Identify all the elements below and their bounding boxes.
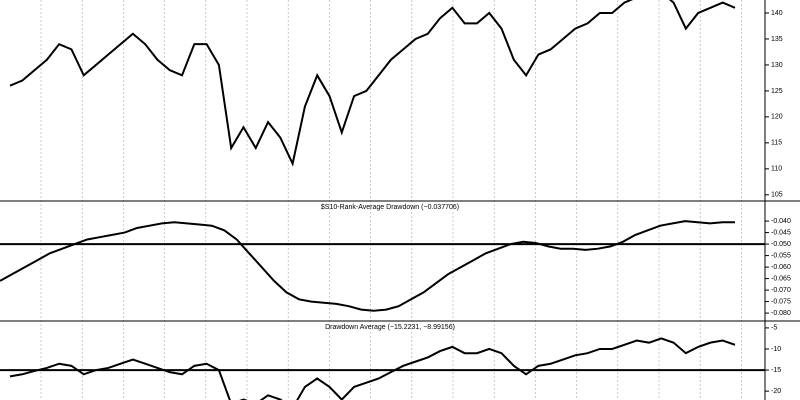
y-tick-label: -0.060 bbox=[771, 264, 791, 271]
y-tick-label: -15 bbox=[771, 367, 781, 374]
y-tick-label: -0.065 bbox=[771, 275, 791, 282]
y-tick-label: -0.050 bbox=[771, 241, 791, 248]
y-tick-label: -0.080 bbox=[771, 310, 791, 317]
y-tick-label: 105 bbox=[771, 192, 783, 199]
y-tick-label: 135 bbox=[771, 36, 783, 43]
y-tick-label: 115 bbox=[771, 140, 782, 147]
panel-title: Drawdown Average (−15.2231, −8.99156) bbox=[325, 324, 455, 331]
y-tick-label: 120 bbox=[771, 114, 783, 121]
y-tick-label: 110 bbox=[771, 166, 782, 173]
y-tick-label: 130 bbox=[771, 62, 783, 69]
series-line bbox=[9, 0, 736, 167]
y-tick-label: -0.055 bbox=[771, 252, 791, 259]
y-tick-label: 125 bbox=[771, 88, 783, 95]
y-tick-label: 140 bbox=[771, 10, 783, 17]
y-tick-label: -0.040 bbox=[771, 218, 791, 225]
y-tick-label: -0.075 bbox=[771, 298, 791, 305]
panel-title: $S10-Rank-Average Drawdown (−0.037706) bbox=[321, 204, 459, 211]
series-line bbox=[9, 337, 736, 400]
y-tick-label: -5 bbox=[771, 325, 777, 332]
y-tick-label: -10 bbox=[771, 346, 781, 353]
y-tick-label: -0.045 bbox=[771, 229, 791, 236]
y-tick-label: -20 bbox=[771, 388, 781, 395]
series-line bbox=[0, 220, 735, 312]
y-tick-label: -0.070 bbox=[771, 287, 791, 294]
